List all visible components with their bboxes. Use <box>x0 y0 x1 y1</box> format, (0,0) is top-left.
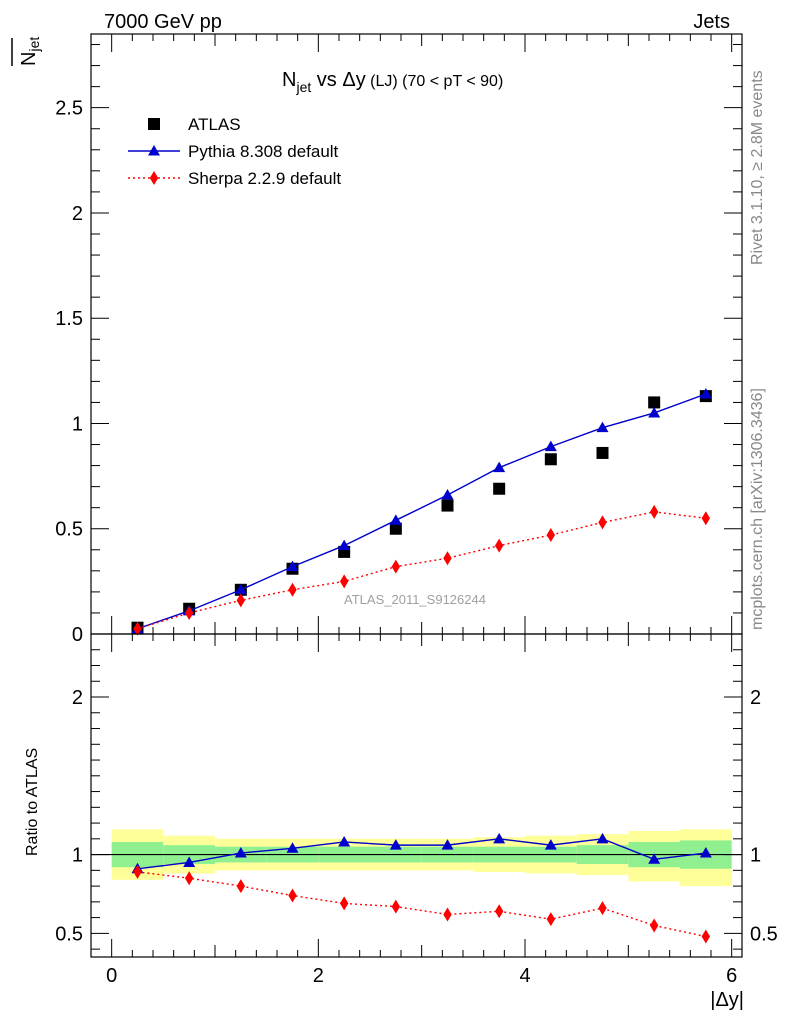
ratio-point-pythia-8-308-default <box>544 839 557 850</box>
ratio-xtick-label: 6 <box>726 965 737 987</box>
main-point-sherpa-2-2-9-default <box>184 605 194 620</box>
main-ylabel-sub: jet <box>26 37 42 53</box>
ratio-point-sherpa-2-2-9-default <box>288 888 297 903</box>
ratio-point-pythia-8-308-default <box>441 839 454 850</box>
legend-marker-pythia-8-308-default <box>148 145 160 156</box>
ratio-ytick-label: 0.5 <box>55 923 83 945</box>
title-small: (LJ) (70 < pT < 90) <box>366 73 504 90</box>
legend-marker-atlas <box>148 118 160 130</box>
main-point-pythia-8-308-default <box>648 406 661 418</box>
ratio-xtick-label: 0 <box>106 965 117 987</box>
main-point-pythia-8-308-default <box>699 388 712 399</box>
ratio-point-sherpa-2-2-9-default <box>391 899 401 914</box>
ratio-point-sherpa-2-2-9-default <box>494 904 504 919</box>
ratio-frame <box>90 633 743 958</box>
ratio-point-pythia-8-308-default <box>648 853 661 864</box>
title-mid: vs Δy <box>311 69 365 91</box>
ratio-point-sherpa-2-2-9-default <box>649 918 659 933</box>
ratio-point-sherpa-2-2-9-default <box>133 864 142 879</box>
main-point-sherpa-2-2-9-default <box>701 511 711 526</box>
ratio-xtick-label: 2 <box>313 965 324 987</box>
ratio-ytick-label: 2 <box>72 687 83 709</box>
ratio-line-pythia-8-308-default <box>137 838 706 870</box>
main-point-atlas <box>648 396 661 409</box>
main-point-sherpa-2-2-9-default <box>288 582 297 597</box>
ratio-ytick-label: 1 <box>72 845 83 867</box>
ratio-xtick-label: 4 <box>519 965 530 987</box>
main-point-atlas <box>493 482 506 495</box>
main-point-sherpa-2-2-9-default <box>649 504 659 519</box>
ratio-point-pythia-8-308-default <box>596 832 609 844</box>
main-point-pythia-8-308-default <box>389 514 402 525</box>
ratio-point-sherpa-2-2-9-default <box>339 896 349 911</box>
analysis-watermark: ATLAS_2011_S9126244 <box>344 592 486 607</box>
main-ytick-label: 1 <box>72 413 83 435</box>
main-point-sherpa-2-2-9-default <box>133 621 142 636</box>
ratio-point-pythia-8-308-default <box>389 839 402 850</box>
main-point-atlas <box>596 446 609 459</box>
main-point-sherpa-2-2-9-default <box>598 515 607 530</box>
main-point-sherpa-2-2-9-default <box>546 528 556 543</box>
main-panel: 0 0.5 1 1.5 2 2.5 <box>55 33 743 646</box>
ratio-point-pythia-8-308-default <box>493 832 506 844</box>
legend-label-atlas: ATLAS <box>188 115 241 134</box>
main-point-pythia-8-308-default <box>234 583 247 595</box>
rivet-label: Rivet 3.1.10, ≥ 2.8M events <box>749 70 766 265</box>
main-point-sherpa-2-2-9-default <box>236 593 246 608</box>
legend-marker-sherpa-2-2-9-default <box>149 171 159 185</box>
main-point-pythia-8-308-default <box>338 539 351 551</box>
main-point-sherpa-2-2-9-default <box>494 538 504 553</box>
main-ylabel: Njet <box>11 37 42 66</box>
ratio-point-sherpa-2-2-9-default <box>546 912 556 927</box>
main-ytick-label: 2.5 <box>55 98 83 120</box>
main-ytick-label: 2 <box>72 203 83 225</box>
main-point-pythia-8-308-default <box>493 461 506 473</box>
ratio-point-sherpa-2-2-9-default <box>443 907 452 922</box>
legend-label-pythia-8-308-default: Pythia 8.308 default <box>188 142 339 161</box>
ratio-point-pythia-8-308-default <box>286 842 299 853</box>
ratio-point-pythia-8-308-default <box>338 835 351 847</box>
title-sub: jet <box>295 79 311 95</box>
ratio-point-sherpa-2-2-9-default <box>236 879 246 894</box>
main-point-sherpa-2-2-9-default <box>391 559 401 574</box>
title-prefix: N <box>282 69 296 91</box>
main-point-pythia-8-308-default <box>286 560 299 572</box>
ratio-point-pythia-8-308-default <box>699 847 712 858</box>
ratio-ylabel: Ratio to ATLAS <box>24 748 41 856</box>
main-point-atlas <box>389 522 402 535</box>
legend: ATLAS Pythia 8.308 default Sherpa 2.2.9 de… <box>128 115 341 188</box>
main-ylabel-main: N <box>18 52 40 66</box>
mcplots-label: mcplots.cern.ch [arXiv:1306.3436] <box>749 388 766 630</box>
ratio-point-sherpa-2-2-9-default <box>598 901 607 916</box>
main-point-atlas <box>441 499 454 512</box>
ratio-ytick-label-right: 1 <box>750 845 761 867</box>
ratio-point-sherpa-2-2-9-default <box>184 871 194 886</box>
main-line-pythia-8-308-default <box>137 393 707 630</box>
main-point-sherpa-2-2-9-default <box>339 574 349 589</box>
main-point-pythia-8-308-default <box>544 440 557 452</box>
main-ytick-label: 1.5 <box>55 308 83 330</box>
main-title: Njet vs Δy (LJ) (70 < pT < 90) <box>282 69 503 95</box>
ratio-point-sherpa-2-2-9-default <box>701 929 711 944</box>
main-ytick-label: 0.5 <box>55 519 83 541</box>
ratio-panel: 0 2 4 6 0.5 0.5 1 1 2 2 <box>55 633 778 987</box>
legend-label-sherpa-2-2-9-default: Sherpa 2.2.9 default <box>188 169 341 188</box>
ratio-ytick-label-right: 2 <box>750 687 761 709</box>
ratio-ytick-label-right: 0.5 <box>750 923 778 945</box>
main-line-sherpa-2-2-9-default <box>137 511 706 630</box>
ratio-line-sherpa-2-2-9-default <box>137 871 706 938</box>
header-right: Jets <box>693 11 730 33</box>
ratio-point-pythia-8-308-default <box>183 856 196 867</box>
main-point-pythia-8-308-default <box>441 489 454 500</box>
main-point-pythia-8-308-default <box>596 421 609 433</box>
main-point-atlas <box>544 453 557 466</box>
main-ytick-label: 0 <box>72 624 83 646</box>
main-point-sherpa-2-2-9-default <box>443 551 452 566</box>
main-ylabel-text: Njet <box>18 37 42 66</box>
header-left: 7000 GeV pp <box>104 11 222 33</box>
x-axis-label: |Δy| <box>710 989 744 1011</box>
ratio-point-pythia-8-308-default <box>234 847 247 858</box>
